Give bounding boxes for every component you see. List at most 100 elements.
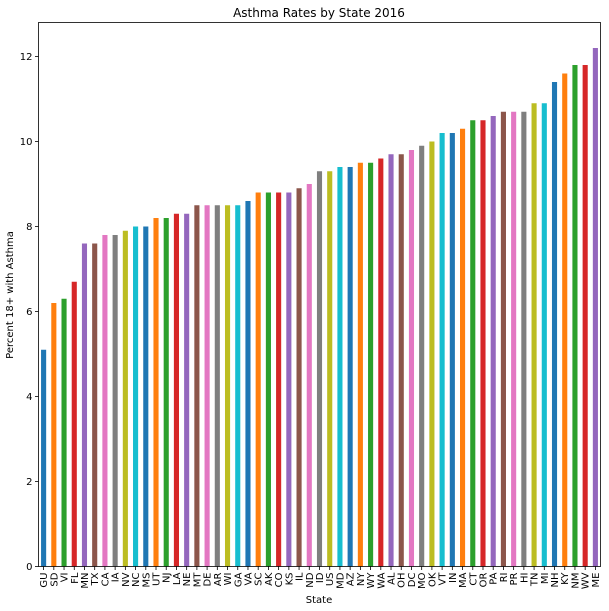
x-tick-label: KY [560, 572, 571, 585]
bar-co [276, 192, 282, 567]
bar-ms [143, 226, 149, 567]
bar-ca [102, 235, 108, 567]
x-tick-label: AZ [346, 572, 357, 586]
x-tick-label: CA [100, 572, 111, 586]
x-tick-label: RI [499, 573, 510, 583]
x-tick-label: IA [111, 572, 122, 582]
x-tick-label: GU [39, 573, 50, 588]
y-tick-label: 8 [26, 222, 32, 233]
x-tick-label: WI [223, 573, 234, 586]
bar-vt [439, 133, 445, 567]
bar-wy [368, 162, 374, 567]
bar-dc [408, 150, 415, 567]
bar-nm [572, 65, 578, 567]
x-tick-label: AK [264, 572, 275, 586]
x-tick-label: DE [203, 573, 214, 587]
x-tick-label: MA [458, 572, 469, 588]
bar-in [449, 133, 455, 567]
bars-group [41, 48, 598, 567]
bar-oh [398, 154, 404, 567]
x-tick-label: VT [438, 572, 449, 586]
bar-ut [153, 218, 159, 567]
y-axis: 0 2 4 6 8 10 12 [20, 52, 39, 573]
bar-id [316, 171, 323, 567]
bar-ia [112, 235, 118, 567]
bar-ks [286, 192, 292, 567]
x-tick-label: IL [295, 572, 306, 581]
x-tick-label: TX [90, 572, 101, 586]
x-tick-label: NM [570, 573, 581, 589]
x-tick-label: MS [141, 573, 152, 588]
x-tick-label: AR [213, 572, 224, 586]
bar-fl [71, 281, 77, 567]
bar-wi [224, 205, 231, 567]
bar-pr [511, 111, 517, 567]
x-tick-label: NH [550, 573, 561, 588]
x-tick-label: OR [478, 572, 489, 587]
bar-nj [163, 218, 169, 567]
bar-or [480, 120, 486, 567]
bar-mt [194, 205, 200, 567]
bar-il [296, 188, 302, 567]
chart-title: Asthma Rates by State 2016 [233, 6, 405, 20]
y-tick-label: 6 [26, 307, 32, 318]
x-tick-label: HI [519, 573, 530, 583]
bar-vi [61, 298, 67, 567]
x-tick-label: WY [366, 572, 377, 589]
bar-ga [235, 205, 241, 567]
bar-de [204, 205, 210, 567]
bar-nd [306, 184, 312, 567]
bar-tn [531, 103, 537, 567]
x-tick-label: MD [335, 572, 346, 589]
bar-pa [490, 116, 496, 567]
x-tick-label: UT [152, 572, 163, 586]
bar-me [592, 48, 598, 567]
x-tick-label: WA [376, 572, 387, 588]
x-tick-label: PA [489, 572, 500, 584]
x-tick-label: OK [427, 572, 438, 587]
bar-ky [562, 73, 568, 567]
bar-va [245, 201, 251, 567]
x-tick-label: TN [530, 573, 541, 588]
x-tick-label: NE [182, 573, 193, 587]
y-axis-label: Percent 18+ with Asthma [5, 231, 16, 359]
bar-ri [500, 111, 506, 567]
y-tick-label: 2 [26, 477, 32, 488]
x-tick-label: NV [121, 572, 132, 586]
x-tick-label: NC [131, 572, 142, 586]
x-tick-label: DC [407, 572, 418, 587]
x-tick-label: ME [591, 573, 602, 588]
x-tick-label: MI [540, 573, 551, 585]
x-tick-label: US [325, 573, 336, 587]
bar-wv [582, 65, 588, 567]
plot-frame [38, 22, 601, 567]
x-tick-label: VA [243, 572, 254, 585]
bar-ne [184, 213, 190, 567]
bar-us [327, 171, 333, 567]
x-tick-label: SD [49, 572, 60, 586]
bar-ar [214, 205, 220, 567]
x-axis-label: State [306, 595, 332, 606]
x-tick-label: SC [254, 572, 265, 585]
x-tick-label: CT [468, 572, 479, 586]
x-tick-label: GA [233, 572, 244, 587]
x-tick-label: MO [417, 572, 428, 589]
x-tick-label: ID [315, 572, 326, 583]
bar-gu [41, 349, 47, 567]
x-tick-label: PR [509, 572, 520, 585]
x-tick-label: IN [448, 573, 459, 583]
x-tick-label: OH [397, 573, 408, 588]
bar-sd [51, 303, 57, 567]
y-tick-label: 12 [20, 52, 33, 63]
bar-nc [133, 226, 139, 567]
bar-ny [357, 162, 363, 567]
x-tick-label: VI [60, 573, 71, 583]
bar-az [347, 167, 353, 567]
x-tick-label: FL [70, 572, 81, 584]
bar-sc [255, 192, 261, 567]
x-tick-label: MN [80, 573, 91, 589]
bar-hi [521, 111, 527, 567]
x-tick-label: NY [356, 572, 367, 586]
bar-mi [541, 103, 547, 567]
